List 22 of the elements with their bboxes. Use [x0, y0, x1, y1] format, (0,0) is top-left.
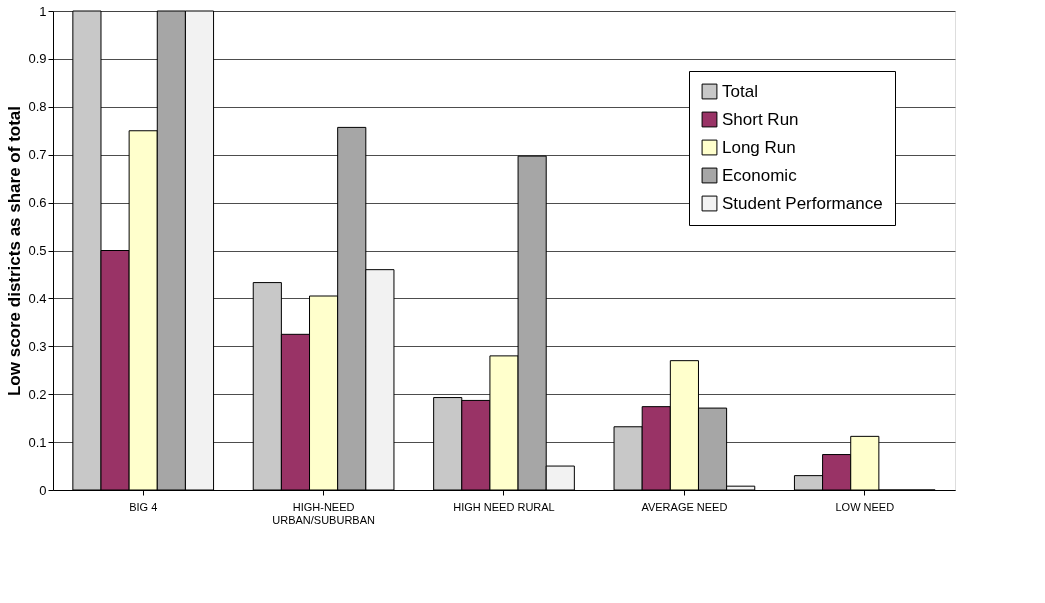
legend-label: Short Run	[722, 109, 799, 129]
legend-label: Student Performance	[722, 193, 883, 213]
y-tick-label: 1	[39, 3, 47, 19]
legend-label: Long Run	[722, 137, 796, 157]
x-tick-label: HIGH-NEED URBAN/SUBURBAN	[272, 500, 375, 526]
y-tick-label: 0.4	[28, 290, 47, 306]
y-tick-label: 0.6	[28, 195, 47, 211]
legend-label: Economic	[722, 165, 798, 185]
y-tick-label: 0.7	[28, 147, 47, 163]
y-tick-label: 0.2	[28, 386, 47, 402]
legend-label: Total	[722, 81, 758, 101]
x-tick-label: AVERAGE NEED	[641, 500, 728, 513]
x-tick-label: LOW NEED	[835, 500, 895, 513]
y-tick-label: 0.5	[28, 243, 47, 258]
y-tick-label: 0.8	[28, 99, 47, 115]
x-tick-label: HIGH NEED RURAL	[453, 500, 555, 513]
y-tick-label: 0.3	[28, 338, 47, 354]
y-tick-label: 0	[39, 482, 47, 498]
x-tick-label: BIG 4	[129, 500, 158, 513]
y-tick-label: 0.1	[28, 434, 47, 450]
y-axis-title: Low score districts as share of total	[5, 105, 25, 397]
y-tick-label: 0.9	[28, 51, 47, 67]
